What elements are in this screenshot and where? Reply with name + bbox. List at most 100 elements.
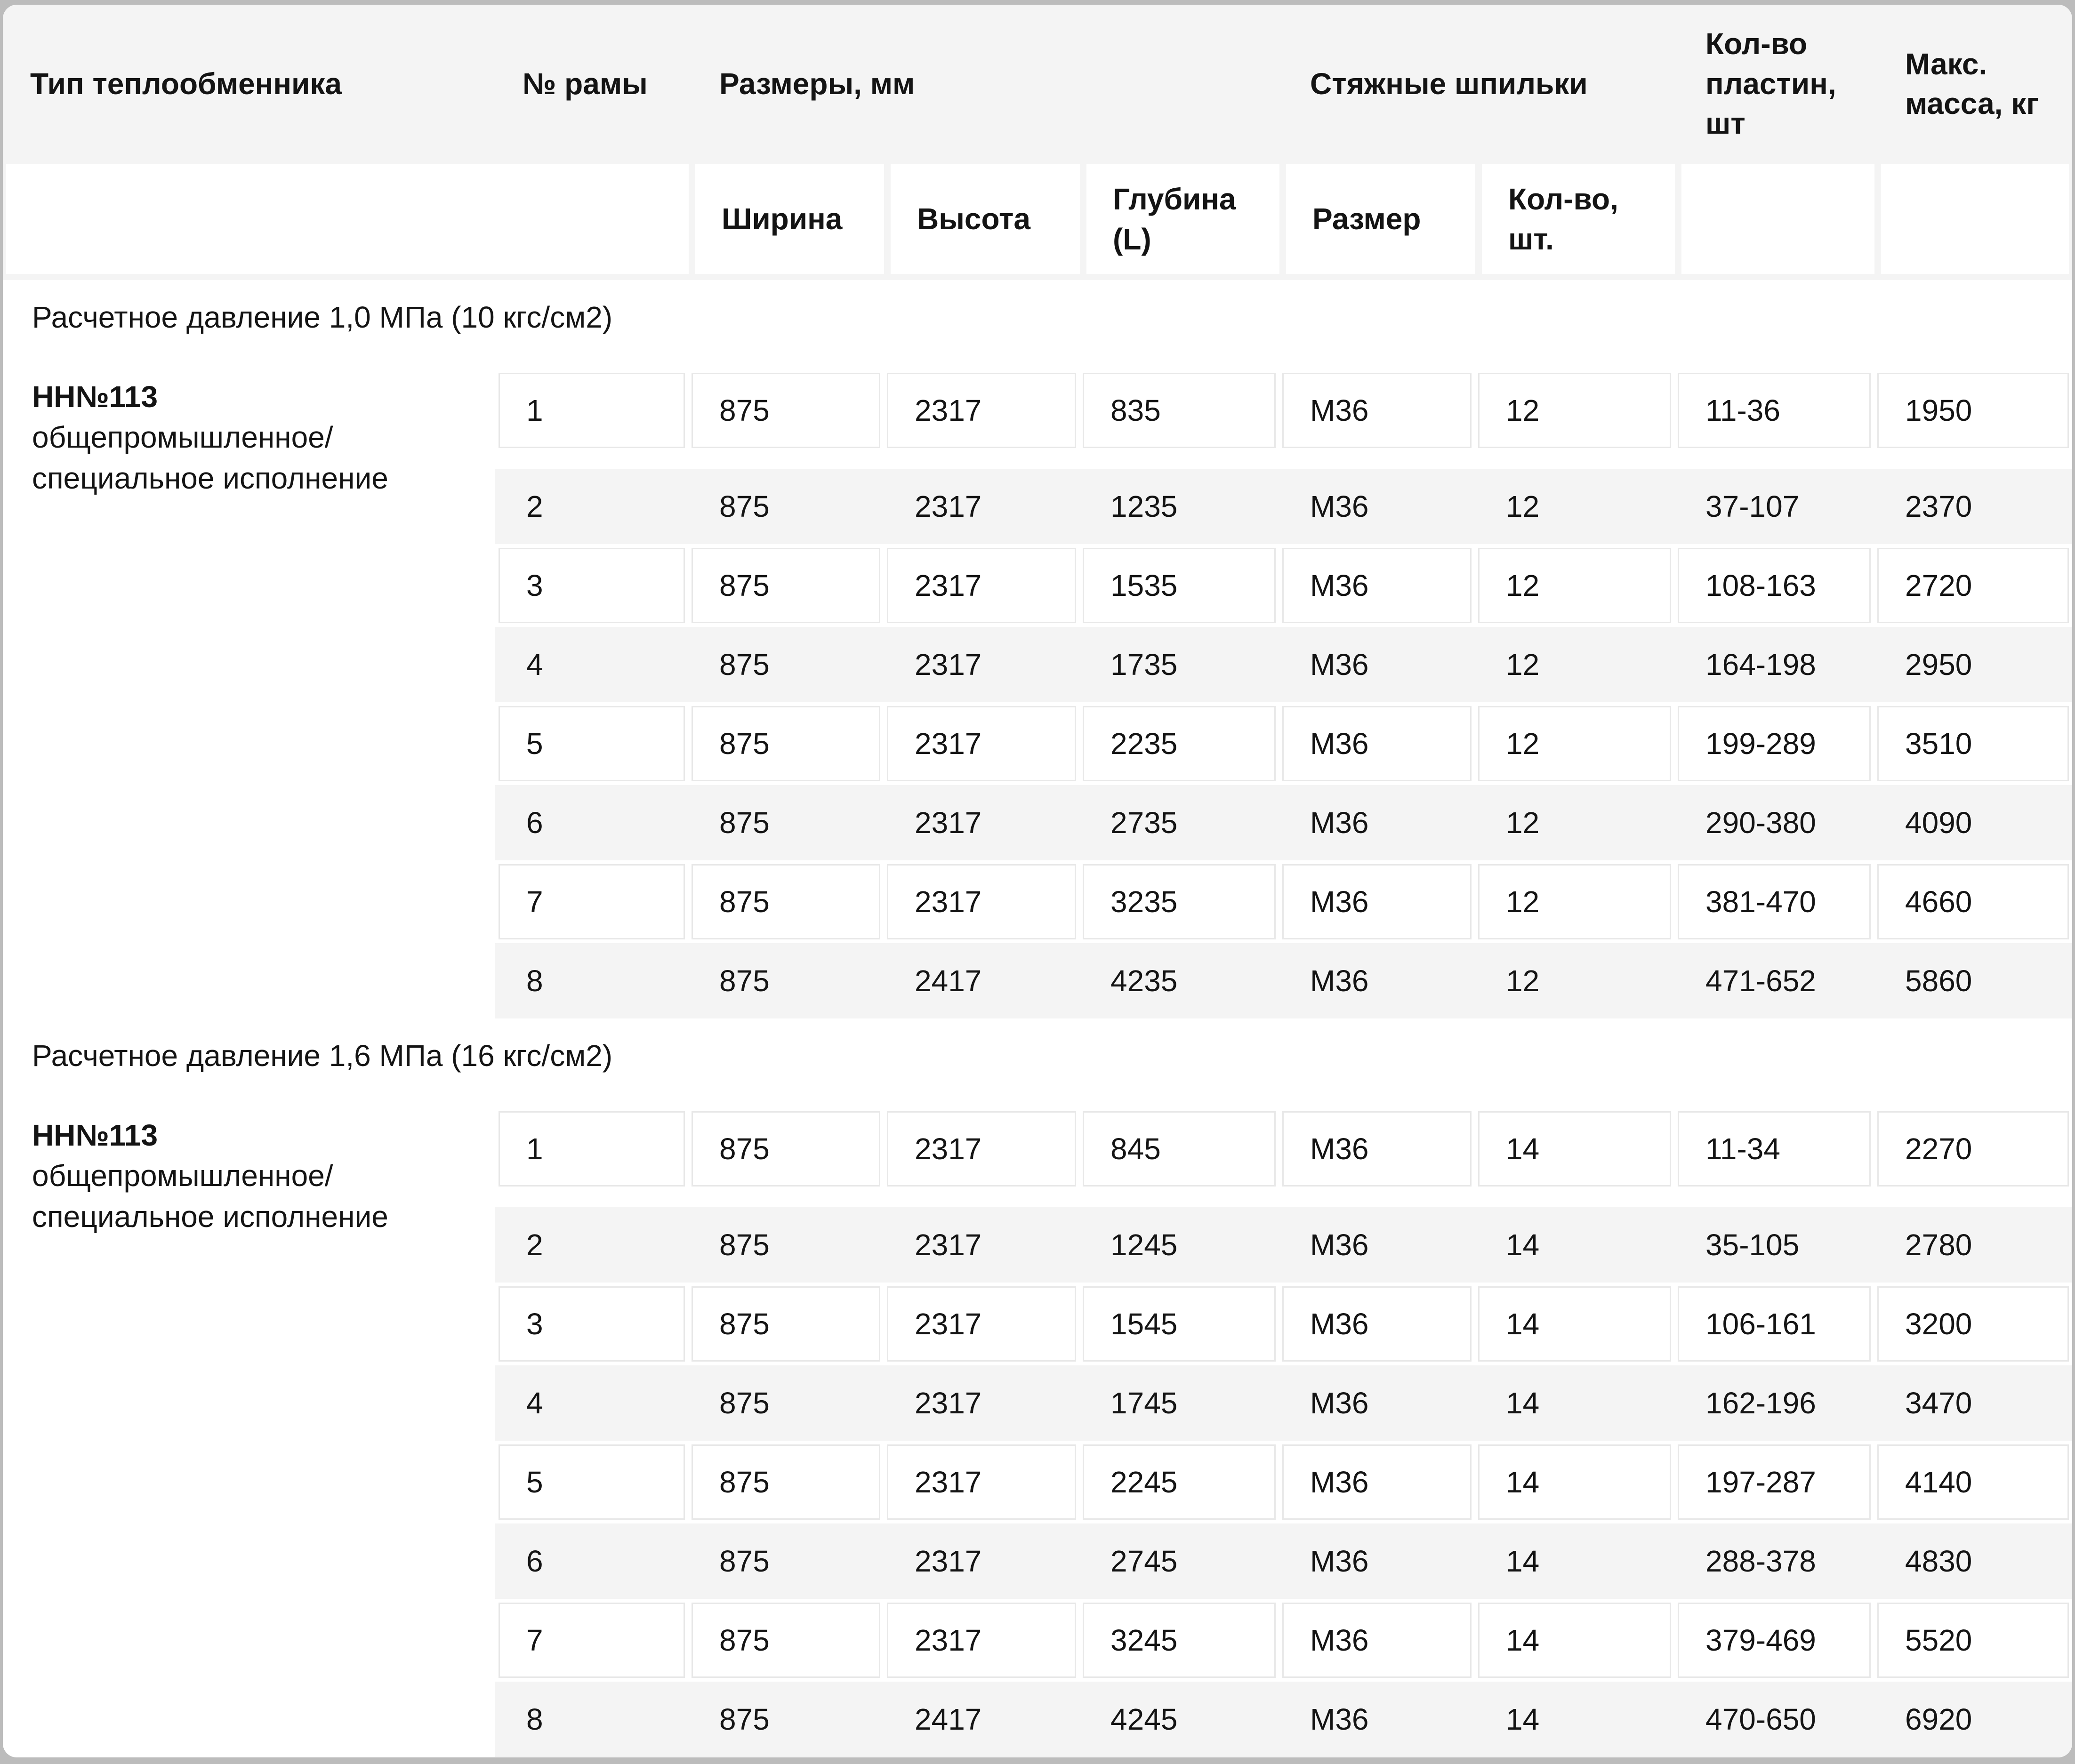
table-row: 2 875 2317 1245 М36 14 35-105 2780: [495, 1207, 2072, 1283]
cell-width: 875: [692, 1603, 880, 1678]
cell-depth: 1745: [1110, 1386, 1178, 1420]
cell-height: 2417: [915, 1702, 982, 1736]
cell-depth: 4245: [1110, 1702, 1178, 1736]
subheader-cell-size: Размер: [1286, 164, 1475, 274]
exchanger-type-cell: НН№113 общепромышленное/ специальное исп…: [3, 354, 495, 1018]
cell-frame: 3: [499, 1286, 685, 1362]
table-rowgroup: НН№113 общепромышленное/ специальное исп…: [3, 354, 2072, 1018]
cell-plates: 470-650: [1705, 1702, 1816, 1736]
cell-plates: 37-107: [1705, 489, 1800, 523]
cell-stud_qty: 14: [1506, 1228, 1540, 1262]
cell-mass: 2950: [1905, 648, 1972, 682]
cell-plates: 108-163: [1678, 548, 1871, 623]
cell-frame: 1: [499, 373, 685, 448]
cell-width: 875: [719, 648, 770, 682]
cell-plates: 379-469: [1678, 1603, 1871, 1678]
table-row: 5 875 2317 2245 М36 14 197-287 4140: [495, 1444, 2072, 1520]
cell-width: 875: [692, 1444, 880, 1520]
cell-height: 2317: [887, 373, 1076, 448]
subheader-cell-qty: Кол-во, шт.: [1482, 164, 1675, 274]
cell-stud_qty: 12: [1506, 964, 1540, 998]
cell-height: 2317: [887, 1286, 1076, 1362]
table-row: 6 875 2317 2745 М36 14 288-378 4830: [495, 1523, 2072, 1599]
table-row: 3 875 2317 1545 М36 14 106-161 3200: [495, 1286, 2072, 1362]
cell-frame: 2: [526, 489, 543, 523]
cell-plates: 471-652: [1705, 964, 1816, 998]
cell-stud_size: М36: [1310, 1702, 1369, 1736]
exchanger-type-cell: НН№113 общепромышленное/ специальное исп…: [3, 1092, 495, 1757]
cell-plates: 164-198: [1705, 648, 1816, 682]
cell-height: 2317: [887, 1603, 1076, 1678]
cell-frame: 1: [499, 1111, 685, 1187]
table-rowgroup: НН№113 общепромышленное/ специальное исп…: [3, 1092, 2072, 1757]
cell-stud_size: М36: [1310, 648, 1369, 682]
cell-depth: 845: [1083, 1111, 1276, 1187]
cell-mass: 1950: [1877, 373, 2069, 448]
cell-plates: 197-287: [1678, 1444, 1871, 1520]
table-row: 8 875 2417 4245 М36 14 470-650 6920: [495, 1682, 2072, 1757]
cell-stud_size: М36: [1310, 964, 1369, 998]
cell-width: 875: [719, 1228, 770, 1262]
cell-frame: 3: [499, 548, 685, 623]
exchanger-type-name: НН№113: [32, 1118, 158, 1152]
cell-frame: 4: [526, 648, 543, 682]
header-cell-frame: № рамы: [523, 66, 648, 101]
cell-stud_size: М36: [1310, 1228, 1369, 1262]
cell-depth: 2745: [1110, 1544, 1178, 1578]
header-cell-dimensions: Размеры, мм: [719, 66, 915, 101]
cell-depth: 3245: [1083, 1603, 1276, 1678]
subheader-empty-cell: [1681, 164, 1874, 274]
cell-height: 2317: [915, 1386, 982, 1420]
cell-stud_qty: 12: [1478, 373, 1671, 448]
cell-stud_qty: 12: [1506, 648, 1540, 682]
cell-plates: 11-34: [1678, 1111, 1871, 1187]
cell-stud_qty: 12: [1506, 806, 1540, 840]
rows-container: 1 875 2317 835 М36 12 11-36 1950 2 875 2317 1235 М36…: [495, 354, 2072, 1018]
table-row: 3 875 2317 1535 М36 12 108-163 2720: [495, 548, 2072, 623]
cell-depth: 1245: [1110, 1228, 1178, 1262]
cell-stud_qty: 14: [1478, 1111, 1671, 1187]
cell-mass: 3470: [1905, 1386, 1972, 1420]
cell-plates: 199-289: [1678, 706, 1871, 781]
table-row: 8 875 2417 4235 М36 12 471-652 5860: [495, 943, 2072, 1018]
cell-mass: 3200: [1877, 1286, 2069, 1362]
cell-depth: 1735: [1110, 648, 1178, 682]
cell-depth: 1545: [1083, 1286, 1276, 1362]
cell-stud_size: М36: [1310, 1544, 1369, 1578]
cell-width: 875: [719, 1386, 770, 1420]
cell-stud_qty: 12: [1478, 706, 1671, 781]
cell-stud_qty: 12: [1506, 489, 1540, 523]
cell-plates: 288-378: [1705, 1544, 1816, 1578]
cell-stud_size: М36: [1282, 1444, 1472, 1520]
cell-frame: 5: [499, 706, 685, 781]
table-row: 6 875 2317 2735 М36 12 290-380 4090: [495, 785, 2072, 860]
header-cell-studs: Стяжные шпильки: [1310, 66, 1588, 101]
cell-mass: 4660: [1877, 864, 2069, 939]
spec-table-card: Тип теплообменника № рамы Размеры, мм Ст…: [3, 5, 2072, 1757]
exchanger-type-desc: общепромышленное/: [32, 1159, 333, 1193]
exchanger-type-name: НН№113: [32, 380, 158, 414]
table-row: 1 875 2317 835 М36 12 11-36 1950: [495, 373, 2072, 448]
cell-width: 875: [719, 489, 770, 523]
cell-stud_size: М36: [1282, 548, 1472, 623]
cell-depth: 2245: [1083, 1444, 1276, 1520]
table-row: 1 875 2317 845 М36 14 11-34 2270: [495, 1111, 2072, 1187]
cell-depth: 835: [1083, 373, 1276, 448]
cell-frame: 7: [499, 1603, 685, 1678]
table-row: 7 875 2317 3245 М36 14 379-469 5520: [495, 1603, 2072, 1678]
cell-frame: 8: [526, 964, 543, 998]
cell-mass: 4140: [1877, 1444, 2069, 1520]
cell-depth: 1535: [1083, 548, 1276, 623]
cell-mass: 2720: [1877, 548, 2069, 623]
cell-height: 2317: [887, 548, 1076, 623]
cell-mass: 5860: [1905, 964, 1972, 998]
section-pressure-label: Расчетное давление 1,6 МПа (16 кгс/см2): [3, 1018, 2072, 1092]
cell-width: 875: [692, 1286, 880, 1362]
cell-depth: 4235: [1110, 964, 1178, 998]
cell-stud_size: М36: [1310, 1386, 1369, 1420]
cell-width: 875: [719, 964, 770, 998]
cell-mass: 2780: [1905, 1228, 1972, 1262]
cell-plates: 290-380: [1705, 806, 1816, 840]
cell-height: 2317: [915, 1228, 982, 1262]
